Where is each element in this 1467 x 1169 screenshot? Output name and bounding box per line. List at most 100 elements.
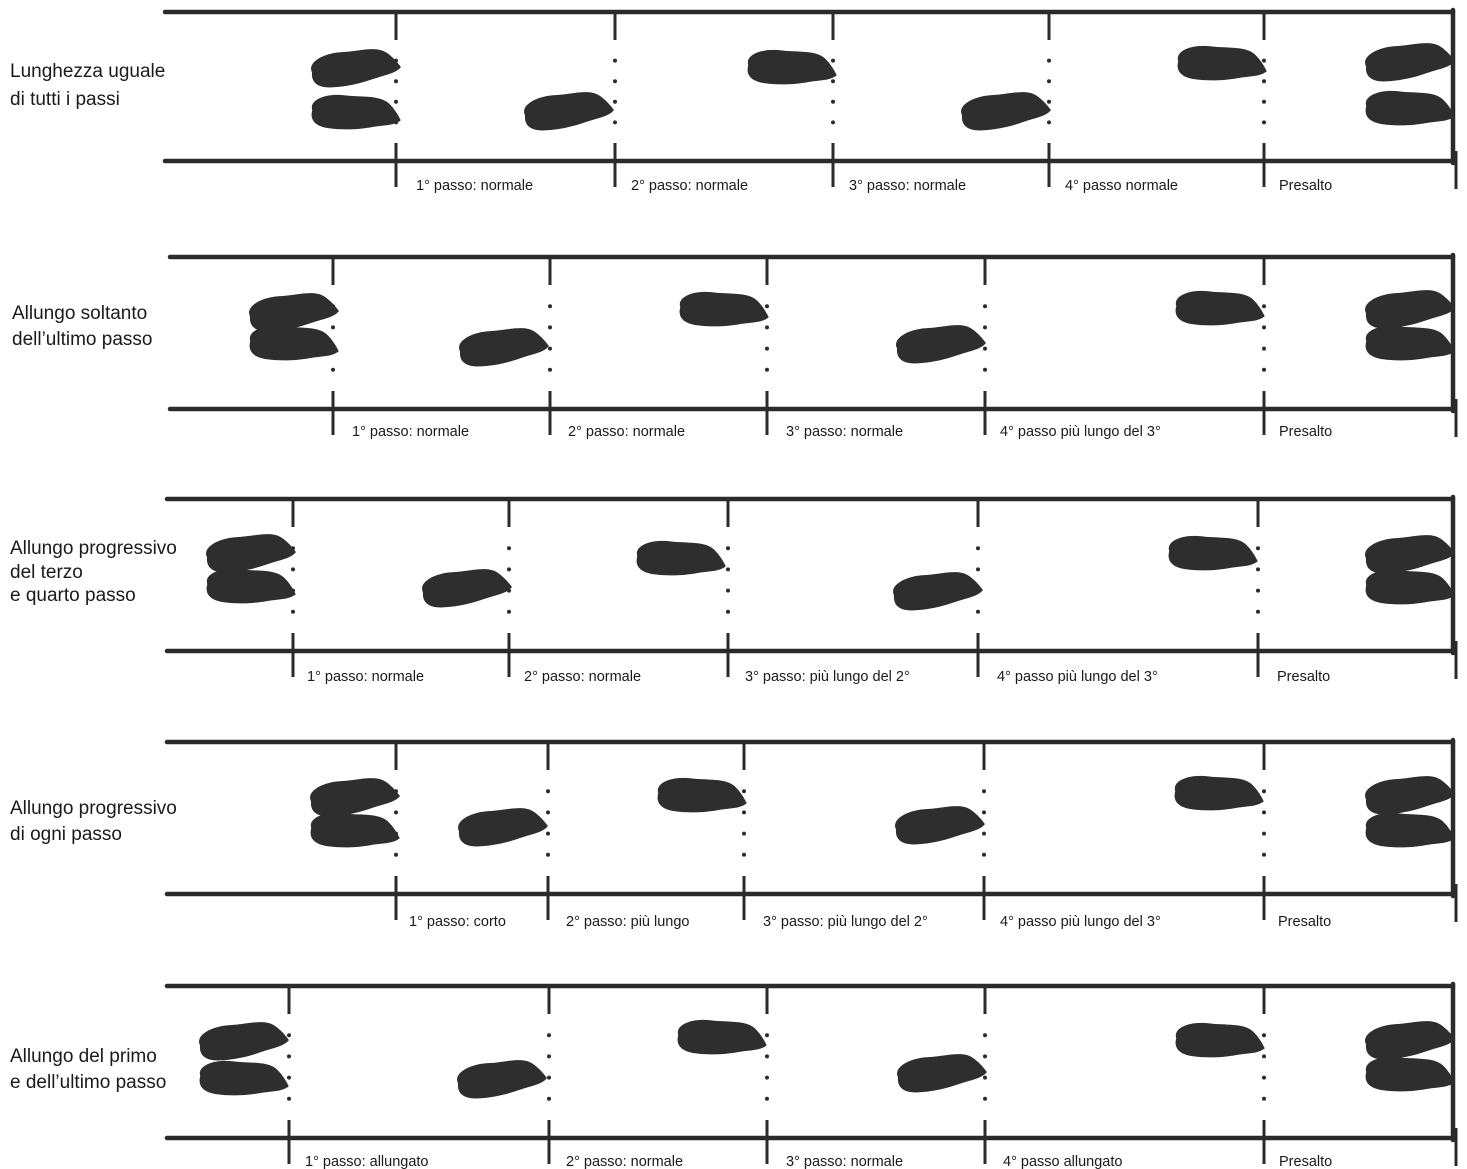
divider-dot [983, 346, 987, 351]
step-label: 3° passo: più lungo del 2° [745, 669, 910, 685]
step-label: 1° passo: normale [307, 669, 424, 685]
footprint [249, 293, 339, 332]
divider-dot [507, 546, 511, 551]
divider-dot [1256, 588, 1260, 593]
step-label: 4° passo più lungo del 3° [1000, 914, 1161, 930]
divider-dot [613, 99, 617, 104]
divider-dot [983, 1054, 987, 1059]
divider-dot [546, 852, 550, 857]
divider-dot [287, 1075, 291, 1080]
divider-dot [1262, 346, 1266, 351]
step-label: 2° passo: normale [631, 178, 748, 194]
footprint [893, 572, 983, 611]
divider-dot [983, 367, 987, 372]
divider-dot [548, 325, 552, 330]
divider-dot [548, 346, 552, 351]
divider-dot [394, 810, 398, 815]
footprint [747, 49, 837, 85]
divider-dot [1262, 1054, 1266, 1059]
footprint [524, 92, 614, 131]
presalto-label: Presalto [1279, 424, 1332, 440]
divider-dot [1262, 1096, 1266, 1101]
divider-dot [546, 810, 550, 815]
divider-dot [765, 304, 769, 309]
divider-dot [726, 588, 730, 593]
row-label-line: di tutti i passi [10, 89, 120, 110]
divider-dot [983, 325, 987, 330]
footprint [199, 1060, 289, 1096]
stride-row: Allungo progressivo di ogni passo 1° passo… [10, 737, 1458, 930]
divider-dot [1262, 852, 1266, 857]
step-label: 4° passo più lungo del 3° [997, 669, 1158, 685]
divider-dot [742, 852, 746, 857]
divider-dot [726, 567, 730, 572]
divider-dot [831, 120, 835, 125]
divider-dot [1262, 831, 1266, 836]
divider-dot [547, 1096, 551, 1101]
divider-dot [1262, 1075, 1266, 1080]
divider-dot [546, 789, 550, 794]
divider-dot [394, 99, 398, 104]
step-label: 2° passo: più lungo [566, 914, 690, 930]
divider-dot [1047, 99, 1051, 104]
divider-dot [548, 304, 552, 309]
footprint [1365, 569, 1455, 605]
divider-dot [742, 831, 746, 836]
row-label-line: e quarto passo [10, 585, 136, 606]
divider-dot [982, 810, 986, 815]
divider-dot [765, 1096, 769, 1101]
divider-dot [287, 1033, 291, 1038]
footprint [199, 1022, 289, 1061]
divider-dot [765, 346, 769, 351]
divider-dot [291, 567, 295, 572]
footprint [1365, 1021, 1455, 1060]
divider-dot [831, 58, 835, 63]
divider-dot [394, 852, 398, 857]
divider-dot [331, 325, 335, 330]
footprint [1177, 45, 1267, 81]
divider-dot [1047, 79, 1051, 84]
divider-dot [507, 609, 511, 614]
presalto-label: Presalto [1277, 669, 1330, 685]
step-label: 2° passo: normale [568, 424, 685, 440]
divider-dot [742, 789, 746, 794]
step-label: 3° passo: normale [849, 178, 966, 194]
footprint [657, 777, 747, 813]
divider-dot [765, 1054, 769, 1059]
step-label: 2° passo: normale [524, 669, 641, 685]
presalto-label: Presalto [1278, 914, 1331, 930]
footprint [1365, 776, 1455, 815]
footprint [636, 540, 726, 576]
step-label: 4° passo allungato [1003, 1154, 1122, 1169]
footprint [1365, 535, 1455, 574]
divider-dot [613, 58, 617, 63]
footprint [1174, 775, 1264, 811]
divider-dot [547, 1054, 551, 1059]
divider-dot [976, 609, 980, 614]
footprint [1365, 43, 1455, 82]
footprint [311, 49, 401, 88]
step-label: 4° passo più lungo del 3° [1000, 424, 1161, 440]
row-label-line: Allungo progressivo [10, 538, 177, 559]
divider-dot [976, 567, 980, 572]
row-label-line: del terzo [10, 562, 83, 583]
divider-dot [982, 789, 986, 794]
footprint [310, 812, 400, 848]
step-label: 1° passo: normale [416, 178, 533, 194]
divider-dot [765, 325, 769, 330]
footprint [679, 291, 769, 327]
row-label-line: Allungo del primo [10, 1046, 157, 1067]
divider-dot [548, 367, 552, 372]
step-label: 2° passo: normale [566, 1154, 683, 1169]
divider-dot [1262, 120, 1266, 125]
step-label: 1° passo: allungato [305, 1154, 429, 1169]
divider-dot [1262, 810, 1266, 815]
step-label: 4° passo normale [1065, 178, 1178, 194]
divider-dot [507, 567, 511, 572]
divider-dot [287, 1054, 291, 1059]
divider-dot [1256, 567, 1260, 572]
divider-dot [726, 546, 730, 551]
footprint [1365, 90, 1455, 126]
divider-dot [613, 79, 617, 84]
